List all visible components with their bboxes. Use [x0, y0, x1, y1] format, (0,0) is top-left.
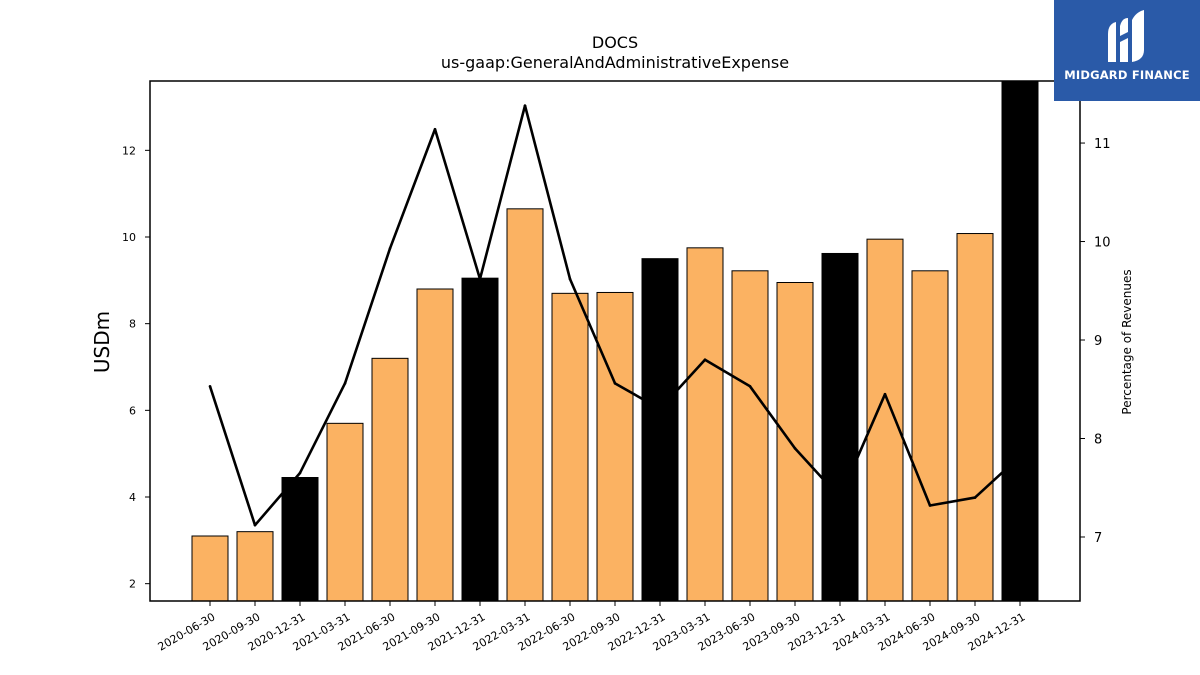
y-tick-label-left: 4	[129, 491, 136, 504]
bar-2021-06-30	[371, 357, 409, 602]
bar-2021-03-31	[326, 422, 364, 602]
y-tick-label-left: 2	[129, 578, 136, 591]
brand-name: MIDGARD FINANCE	[1064, 68, 1190, 82]
bar-2023-09-30	[776, 282, 814, 602]
y-tick-label-right: 11	[1094, 137, 1111, 152]
line-point-2022-03-31	[523, 104, 527, 107]
line-point-2023-09-30	[793, 447, 797, 450]
bar-2022-06-30	[551, 292, 589, 602]
line-point-2023-03-31	[703, 358, 707, 362]
line-point-2022-12-31	[658, 407, 662, 411]
bar-series	[191, 80, 1039, 602]
line-point-2022-06-30	[568, 277, 572, 281]
bar-2024-09-30	[956, 233, 994, 602]
line-series	[208, 104, 1022, 527]
line-point-2024-03-31	[883, 392, 887, 396]
line-point-2020-09-30	[253, 523, 257, 527]
line-point-2020-06-30	[208, 385, 212, 388]
bar-2022-12-31	[641, 258, 679, 602]
bar-2020-06-30	[191, 535, 229, 602]
line-point-2020-12-31	[298, 471, 302, 475]
y-axis-label-right: Percentage of Revenues	[1120, 269, 1134, 414]
y-tick-label-left: 6	[129, 404, 136, 417]
brand-logo: MIDGARD FINANCE	[1054, 0, 1200, 101]
bar-2023-12-31	[821, 252, 859, 602]
chart-subtitle: us-gaap:GeneralAndAdministrativeExpense	[441, 53, 789, 72]
line-point-2021-12-31	[478, 277, 482, 281]
line-point-2024-12-31	[1018, 454, 1022, 458]
bar-2023-03-31	[686, 247, 724, 602]
line-point-2021-09-30	[433, 127, 437, 131]
line-point-2021-06-30	[388, 247, 392, 250]
bar-2023-06-30	[731, 270, 769, 602]
bar-2024-12-31	[1001, 80, 1039, 602]
y-tick-label-right: 10	[1094, 236, 1111, 251]
bar-2021-12-31	[461, 277, 499, 602]
y-tick-label-left: 10	[122, 231, 136, 244]
bar-2020-09-30	[236, 531, 274, 602]
y-tick-label-right: 7	[1094, 531, 1102, 546]
line-point-2024-06-30	[928, 504, 932, 507]
line-point-2023-06-30	[748, 385, 752, 388]
y-axis-label-left: USDm	[90, 311, 114, 373]
line-point-2023-12-31	[838, 496, 842, 499]
midgard-logo-icon	[1108, 10, 1144, 62]
y-tick-label-left: 12	[122, 144, 136, 157]
chart-title: DOCS	[592, 33, 638, 52]
bar-2022-09-30	[596, 291, 634, 602]
bar-2022-03-31	[506, 208, 544, 602]
line-point-2024-09-30	[973, 496, 977, 499]
y-tick-label-right: 8	[1094, 433, 1102, 448]
bar-2021-09-30	[416, 288, 454, 602]
line-point-2022-09-30	[613, 382, 617, 385]
line-point-2021-03-31	[343, 382, 347, 385]
bar-2024-06-30	[911, 270, 949, 602]
y-tick-label-left: 8	[129, 318, 136, 331]
y-tick-label-right: 9	[1094, 334, 1102, 349]
bar-2020-12-31	[281, 477, 319, 602]
